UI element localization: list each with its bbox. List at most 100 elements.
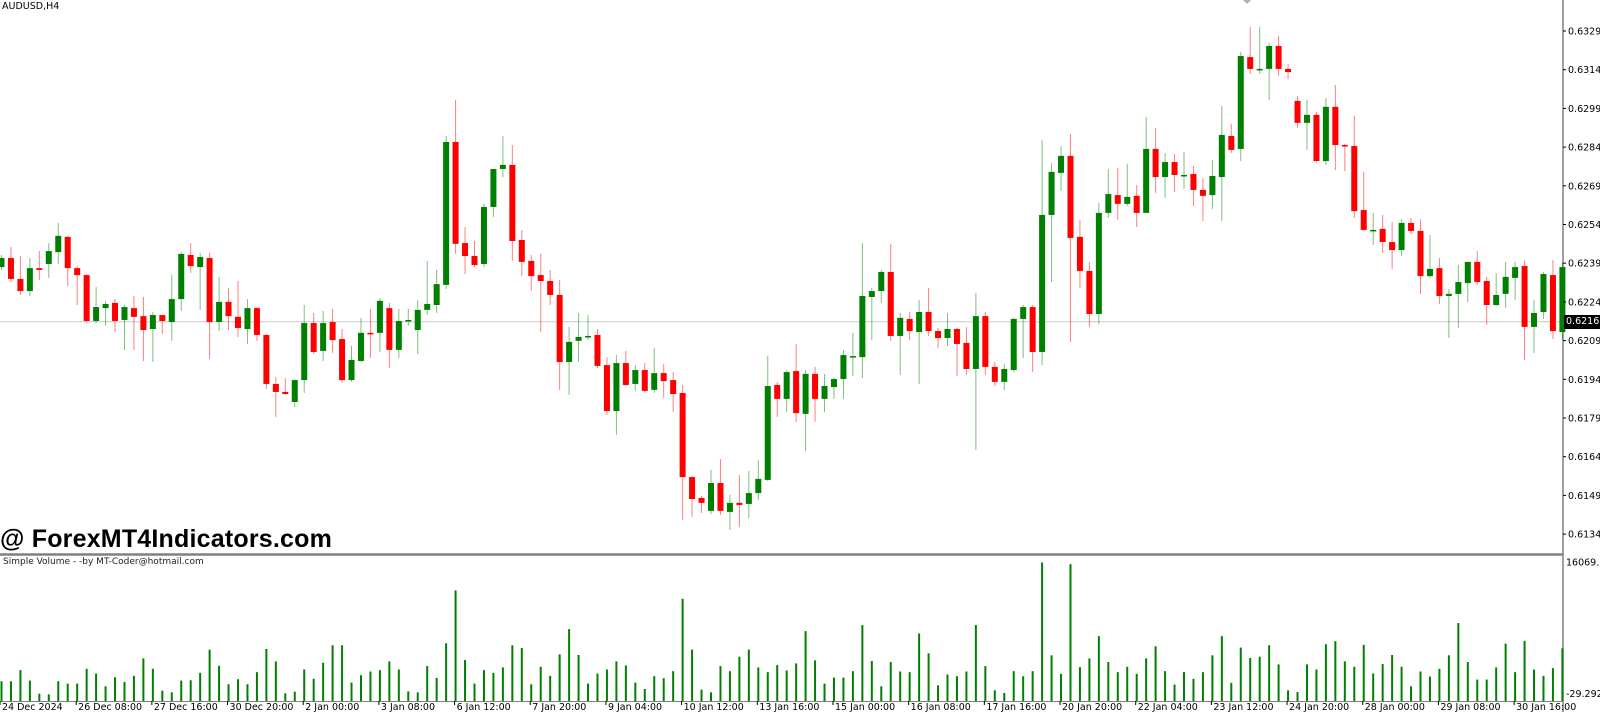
candle-body xyxy=(1445,293,1452,296)
volume-bar xyxy=(1041,562,1044,701)
candle-bull xyxy=(424,260,431,316)
candle-body xyxy=(1058,155,1065,173)
candle-bull xyxy=(944,312,951,347)
volume-bar xyxy=(776,665,779,701)
candle-body xyxy=(1086,270,1093,315)
candle-body xyxy=(1294,100,1301,123)
volume-bar xyxy=(1504,643,1507,701)
volume-bar xyxy=(1447,655,1450,701)
candle-bear xyxy=(1171,154,1178,192)
volume-bar xyxy=(662,678,665,701)
candle-bear xyxy=(622,350,629,387)
candle-bull xyxy=(197,252,204,310)
volume-bar xyxy=(1201,672,1204,701)
volume-bar xyxy=(1050,655,1053,701)
volume-bar xyxy=(1031,671,1034,701)
volume-bar xyxy=(1258,656,1261,701)
candle-body xyxy=(1540,274,1547,312)
volume-bar xyxy=(1088,658,1091,701)
candle-body xyxy=(982,316,989,367)
candle-body xyxy=(660,373,667,382)
volume-bar xyxy=(785,670,788,701)
candle-bear xyxy=(1360,171,1367,231)
candle-body xyxy=(793,371,800,414)
candle-bull xyxy=(1464,261,1471,302)
volume-bar xyxy=(95,673,98,701)
time-tick-label: 24 Dec 2024 xyxy=(2,702,63,712)
candle-bull xyxy=(859,243,866,379)
price-tick-label: 0.61340 xyxy=(1568,530,1600,541)
candle-bear xyxy=(641,363,648,392)
candle-bull xyxy=(26,258,33,296)
candle-bull xyxy=(1010,317,1017,373)
volume-bar xyxy=(984,666,987,701)
candle-body xyxy=(197,257,204,268)
candle-bull xyxy=(764,356,771,481)
candle-bull xyxy=(178,252,185,311)
candle-body xyxy=(1152,148,1159,178)
candle-bull xyxy=(1493,273,1500,307)
volume-bar xyxy=(1551,668,1554,701)
candle-body xyxy=(1502,276,1509,294)
candle-body xyxy=(1512,267,1519,278)
volume-bar xyxy=(955,676,958,701)
candle-bull xyxy=(878,269,885,303)
candle-body xyxy=(282,391,289,395)
candle-body xyxy=(272,383,279,392)
candle-bear xyxy=(1389,221,1396,269)
volume-bar xyxy=(908,672,911,701)
candle-bear xyxy=(225,287,232,331)
candle-bull xyxy=(376,298,383,352)
candle-body xyxy=(594,334,601,366)
candle-bull xyxy=(783,370,790,413)
candle-body xyxy=(443,141,450,285)
candle-body xyxy=(1426,268,1433,277)
candle-body xyxy=(405,319,412,322)
candle-body xyxy=(897,317,904,336)
candle-bull xyxy=(868,287,875,341)
candle-bull xyxy=(1398,219,1405,256)
candle-body xyxy=(414,309,421,331)
volume-bar xyxy=(180,680,183,701)
candle-body xyxy=(1020,307,1027,319)
volume-bar xyxy=(1523,640,1526,701)
volume-bar xyxy=(1353,666,1356,701)
candle-bull xyxy=(301,304,308,393)
volume-bar xyxy=(246,684,249,701)
volume-bar xyxy=(653,676,656,701)
candle-bear xyxy=(982,311,989,375)
candle-bear xyxy=(660,364,667,398)
candle-body xyxy=(102,303,109,309)
candle-body xyxy=(1417,230,1424,277)
volume-bar xyxy=(1324,644,1327,701)
candle-body xyxy=(339,339,346,381)
candle-body xyxy=(26,268,33,292)
candle-body xyxy=(887,271,894,336)
candle-bear xyxy=(594,328,601,368)
volume-bar xyxy=(66,683,69,701)
candle-body xyxy=(263,334,270,384)
candle-body xyxy=(367,332,374,335)
candle-body xyxy=(1209,175,1216,196)
bid-price-label: 0.62163 xyxy=(1564,315,1600,329)
candle-body xyxy=(906,318,913,332)
candle-bull xyxy=(651,348,658,393)
candle-bear xyxy=(793,343,800,422)
candle-body xyxy=(1313,114,1320,162)
volume-bar xyxy=(1362,644,1365,701)
candle-bull xyxy=(1322,98,1329,165)
volume-bar xyxy=(691,649,694,701)
candle-bear xyxy=(1199,178,1206,221)
candle-body xyxy=(1521,266,1528,327)
watermark: @ ForexMT4Indicators.com xyxy=(0,525,333,553)
candle-bull xyxy=(916,300,923,384)
volume-bar xyxy=(1428,676,1431,701)
candle-bull xyxy=(708,469,714,514)
candle-body xyxy=(74,268,81,276)
volume-bar xyxy=(151,668,154,701)
volume-bar xyxy=(1126,666,1129,701)
